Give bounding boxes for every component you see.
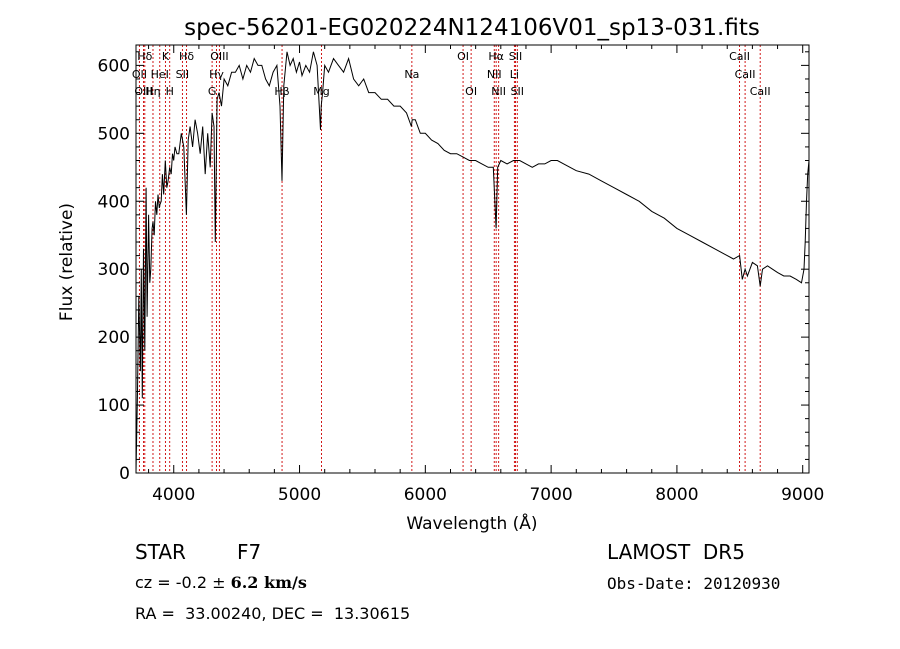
object-subclass: F7 — [237, 540, 262, 564]
x-tick-label: 6000 — [404, 485, 447, 505]
line-marker-label: Hα — [488, 50, 504, 63]
x-axis: 4000 5000 6000 7000 8000 9000 — [148, 45, 824, 505]
spectral-line-markers — [138, 45, 761, 473]
redshift-line: cz = -0.2 ± 6.2 km/s — [135, 573, 307, 592]
survey-name: LAMOST DR5 — [607, 540, 745, 564]
line-marker-label: CaII — [735, 68, 756, 81]
y-tick-label: 600 — [98, 56, 130, 76]
x-tick-label: 7000 — [529, 485, 572, 505]
line-marker-label: SII — [176, 68, 189, 81]
observation-date: Obs-Date: 20120930 — [607, 574, 781, 593]
line-marker-label: G — [208, 85, 217, 98]
flux-series-line — [135, 51, 810, 474]
cz-unit: km/s — [258, 573, 307, 592]
y-tick-label: 400 — [98, 192, 130, 212]
line-marker-label: OIII — [134, 85, 152, 98]
ra-dec: RA = 33.00240, DEC = 13.30615 — [135, 604, 411, 623]
y-tick-label: 500 — [98, 124, 130, 144]
x-tick-label: 5000 — [278, 485, 321, 505]
cz-label: cz = — [135, 573, 176, 592]
line-marker-label: OI — [465, 85, 477, 98]
line-marker-label: Hβ — [274, 85, 289, 98]
chart-title: spec-56201-EG020224N124106V01_sp13-031.f… — [184, 15, 760, 41]
line-marker-label: Hδ — [179, 50, 194, 63]
line-marker-label: Mg — [313, 85, 329, 98]
y-tick-label: 200 — [98, 328, 130, 348]
line-marker-label: Hγ — [209, 68, 224, 81]
line-marker-label: SII — [509, 50, 522, 63]
line-marker-label: CaII — [750, 85, 771, 98]
cz-plus-minus: ± — [207, 573, 231, 592]
x-tick-label: 8000 — [655, 485, 698, 505]
x-tick-label: 4000 — [152, 485, 195, 505]
cz-value: -0.2 — [175, 573, 207, 592]
line-marker-label: OIII — [210, 50, 228, 63]
y-axis-label: Flux (relative) — [57, 203, 77, 321]
line-marker-label: K — [162, 50, 170, 63]
x-axis-label: Wavelength (Å) — [406, 512, 537, 534]
x-tick-label: 9000 — [781, 485, 824, 505]
line-marker-label: NII — [491, 85, 506, 98]
cz-error: 6.2 — [230, 573, 259, 592]
line-marker-label: Li — [510, 68, 519, 81]
line-marker-label: Hη — [145, 85, 160, 98]
line-marker-label: SII — [511, 85, 524, 98]
line-marker-label: NII — [487, 68, 502, 81]
plot-frame — [135, 44, 810, 474]
y-tick-label: 300 — [98, 260, 130, 280]
y-tick-label: 0 — [119, 464, 130, 484]
line-marker-label: OII — [132, 68, 147, 81]
line-marker-label: OI — [457, 50, 469, 63]
line-marker-label: Na — [404, 68, 419, 81]
y-tick-label: 100 — [98, 396, 130, 416]
y-axis: 0 100 200 300 400 500 600 — [98, 51, 809, 484]
line-marker-label: Hδ — [137, 50, 152, 63]
line-marker-label: H — [166, 85, 174, 98]
line-marker-label: CaII — [729, 50, 750, 63]
line-marker-label: HeI — [151, 68, 169, 81]
spectral-line-labels: Hδ K Hδ OIII OI Hα SII CaII OII HeI SII Hγ Na NII Li Ca… — [132, 50, 771, 98]
object-class: STAR — [135, 540, 186, 564]
